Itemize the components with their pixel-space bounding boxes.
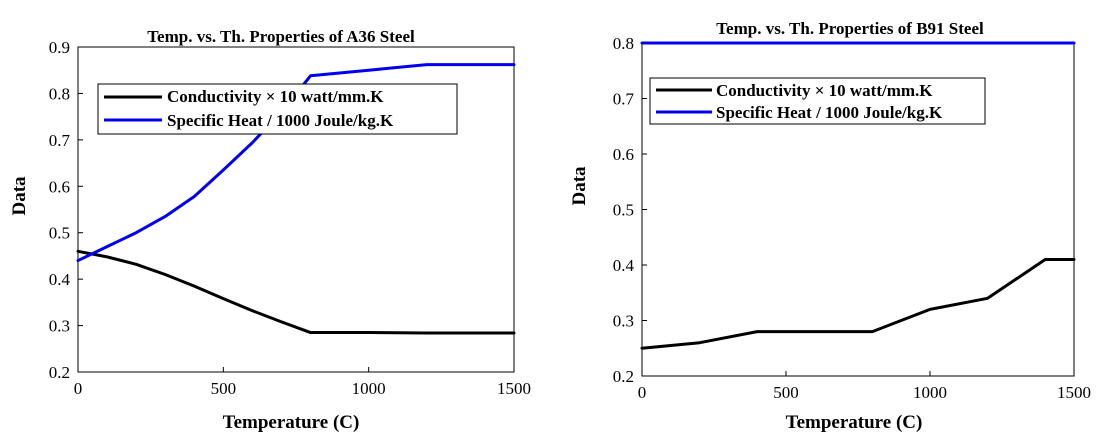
x-axis-title-a36: Temperature (C) (223, 412, 360, 433)
x-axis-title-b91: Temperature (C) (786, 412, 923, 433)
x-tick-label-a36-0: 0 (74, 379, 83, 398)
legend-box-a36 (97, 83, 458, 135)
legend-box-b91 (649, 77, 986, 125)
x-tick-label-b91-1000: 1000 (913, 383, 947, 402)
specific-heat-line-a36 (76, 63, 516, 263)
x-tick-label-a36-500: 500 (211, 379, 237, 398)
chart-a36: 0 500 1000 1500 0.2 0.3 0.4 0.5 0.6 0.7 0.8 0.9 Te… (9, 27, 531, 433)
y-tick-label-a36-0.5: 0.5 (49, 224, 70, 243)
x-tick-label-a36-1000: 1000 (352, 379, 386, 398)
y-tick-label-a36-0.8: 0.8 (49, 84, 70, 103)
legend-label-conductivity-a36: Conductivity × 10 watt/mm.K (167, 87, 384, 106)
y-axis-ticks-a36: 0.2 0.3 0.4 0.5 0.6 0.7 0.8 0.9 (49, 38, 83, 382)
y-axis-title-a36: Data (9, 176, 30, 216)
conductivity-line-a36 (76, 249, 516, 335)
y-tick-label-b91-0.8: 0.8 (613, 34, 634, 53)
y-tick-label-a36-0.7: 0.7 (49, 131, 71, 150)
chart-b91: 0 500 1000 1500 0.2 0.3 0.4 0.5 0.6 0.7 0.8 Temp.… (569, 19, 1091, 433)
chart-title-b91: Temp. vs. Th. Properties of B91 Steel (716, 19, 984, 38)
y-tick-label-a36-0.2: 0.2 (49, 363, 70, 382)
series-group-a36 (76, 63, 516, 335)
y-tick-label-b91-0.2: 0.2 (613, 367, 634, 386)
legend-label-specific-heat-b91: Specific Heat / 1000 Joule/kg.K (716, 103, 943, 122)
y-tick-label-b91-0.3: 0.3 (613, 312, 634, 331)
x-tick-label-b91-1500: 1500 (1057, 383, 1091, 402)
y-tick-label-a36-0.6: 0.6 (49, 177, 70, 196)
legend-label-conductivity-b91: Conductivity × 10 watt/mm.K (716, 81, 933, 100)
conductivity-line-b91 (640, 257, 1076, 350)
y-tick-label-a36-0.4: 0.4 (49, 270, 71, 289)
x-tick-label-b91-500: 500 (773, 383, 799, 402)
plot-area-a36 (77, 46, 515, 373)
y-tick-label-a36-0.9: 0.9 (49, 38, 70, 57)
y-axis-title-b91: Data (569, 166, 590, 206)
legend-a36: Conductivity × 10 watt/mm.K Specific Hea… (97, 83, 458, 135)
chart-title-a36: Temp. vs. Th. Properties of A36 Steel (147, 27, 415, 46)
y-tick-label-b91-0.7: 0.7 (613, 90, 635, 109)
legend-label-specific-heat-a36: Specific Heat / 1000 Joule/kg.K (167, 111, 394, 130)
y-tick-label-b91-0.5: 0.5 (613, 201, 634, 220)
x-tick-label-b91-0: 0 (638, 383, 647, 402)
x-tick-label-a36-1500: 1500 (497, 379, 531, 398)
y-tick-label-b91-0.4: 0.4 (613, 256, 635, 275)
y-tick-label-a36-0.3: 0.3 (49, 317, 70, 336)
y-tick-label-b91-0.6: 0.6 (613, 145, 634, 164)
series-group-b91 (640, 41, 1076, 350)
x-axis-ticks-b91: 0 500 1000 1500 (638, 371, 1091, 402)
y-axis-ticks-b91: 0.2 0.3 0.4 0.5 0.6 0.7 0.8 (613, 34, 647, 386)
legend-b91: Conductivity × 10 watt/mm.K Specific Hea… (649, 77, 986, 125)
x-axis-ticks-a36: 0 500 1000 1500 (74, 367, 531, 398)
